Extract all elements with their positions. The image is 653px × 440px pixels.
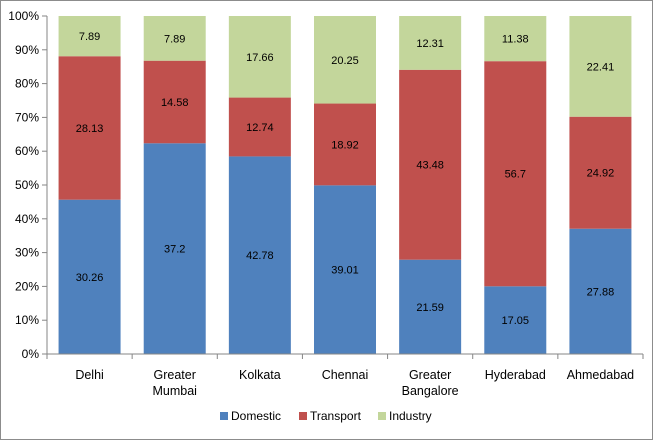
data-label-transport: 14.58 xyxy=(161,97,189,109)
bar-transport-4 xyxy=(399,69,462,260)
data-label-domestic: 39.01 xyxy=(331,265,359,277)
bar-transport-1 xyxy=(143,60,206,144)
bar-domestic-1 xyxy=(143,143,206,354)
data-label-industry: 7.89 xyxy=(164,33,185,45)
y-tick-label: 60% xyxy=(15,144,39,158)
legend-label-industry: Industry xyxy=(389,409,432,423)
bar-transport-2 xyxy=(228,97,291,157)
bar-domestic-5 xyxy=(484,286,547,354)
bar-industry-3 xyxy=(314,16,376,104)
bar-industry-0 xyxy=(58,16,121,57)
data-label-industry: 22.41 xyxy=(587,61,615,73)
data-label-transport: 43.48 xyxy=(416,160,444,172)
y-tick-label: 10% xyxy=(15,313,39,327)
bar-industry-1 xyxy=(143,16,206,61)
data-label-domestic: 37.2 xyxy=(164,244,185,256)
y-tick-label: 100% xyxy=(8,9,39,23)
legend-label-domestic: Domestic xyxy=(231,409,281,423)
data-label-domestic: 30.26 xyxy=(76,272,104,284)
y-tick-label: 70% xyxy=(15,110,39,124)
y-tick-label: 20% xyxy=(15,279,39,293)
data-label-industry: 20.25 xyxy=(331,55,359,67)
bar-industry-4 xyxy=(399,16,462,70)
y-tick-label: 30% xyxy=(15,246,39,260)
data-label-transport: 18.92 xyxy=(331,139,359,151)
y-tick-label: 40% xyxy=(15,212,39,226)
category-label: Mumbai xyxy=(152,384,196,398)
bar-transport-3 xyxy=(314,103,376,186)
bar-transport-5 xyxy=(484,61,547,287)
legend-swatch-transport xyxy=(299,412,307,420)
bar-industry-5 xyxy=(484,16,547,62)
data-label-domestic: 21.59 xyxy=(416,302,444,314)
data-label-transport: 24.92 xyxy=(587,168,615,180)
bar-transport-6 xyxy=(569,116,632,229)
category-label: Ahmedabad xyxy=(567,368,634,382)
data-label-domestic: 42.78 xyxy=(246,250,274,262)
data-label-industry: 12.31 xyxy=(416,38,444,50)
legend-swatch-industry xyxy=(378,412,386,420)
y-tick-label: 90% xyxy=(15,43,39,57)
data-label-industry: 11.38 xyxy=(502,34,529,46)
y-tick-label: 0% xyxy=(22,347,40,361)
bar-industry-2 xyxy=(228,16,291,98)
data-label-industry: 7.89 xyxy=(79,31,100,43)
data-label-transport: 28.13 xyxy=(76,123,104,135)
bar-transport-0 xyxy=(58,56,121,200)
category-label: Chennai xyxy=(322,368,369,382)
data-label-transport: 56.7 xyxy=(505,169,526,181)
category-label: Delhi xyxy=(75,368,104,382)
y-tick-label: 50% xyxy=(15,178,39,192)
bar-domestic-2 xyxy=(228,156,291,354)
y-tick-label: 80% xyxy=(15,77,39,91)
bar-domestic-3 xyxy=(314,185,376,354)
category-label: Greater xyxy=(154,368,196,382)
category-label: Kolkata xyxy=(239,368,281,382)
bar-domestic-4 xyxy=(399,259,462,354)
data-label-domestic: 17.05 xyxy=(502,315,530,327)
data-label-industry: 17.66 xyxy=(246,52,274,64)
data-label-domestic: 27.88 xyxy=(587,286,615,298)
data-label-transport: 12.74 xyxy=(246,122,274,134)
bar-domestic-0 xyxy=(58,199,121,354)
category-label: Hyderabad xyxy=(485,368,546,382)
legend-label-transport: Transport xyxy=(310,409,362,423)
legend-swatch-domestic xyxy=(220,412,228,420)
category-label: Greater xyxy=(409,368,451,382)
category-label: Bangalore xyxy=(402,384,459,398)
bar-industry-6 xyxy=(569,16,632,117)
bar-domestic-6 xyxy=(569,228,632,354)
